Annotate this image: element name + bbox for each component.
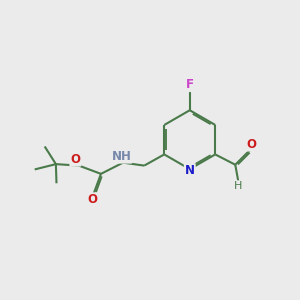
Text: O: O: [247, 138, 256, 151]
Text: H: H: [234, 181, 242, 191]
Text: O: O: [87, 193, 97, 206]
Text: F: F: [186, 78, 194, 91]
Text: O: O: [70, 153, 80, 166]
Text: N: N: [185, 164, 195, 177]
Text: NH: NH: [112, 150, 131, 163]
